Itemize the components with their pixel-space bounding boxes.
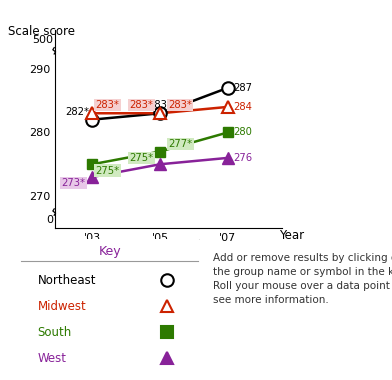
FancyBboxPatch shape	[16, 238, 202, 379]
Text: 283*: 283*	[129, 100, 153, 110]
Text: 283*: 283*	[96, 100, 120, 110]
Text: 283*: 283*	[148, 100, 172, 110]
Text: Northeast: Northeast	[38, 274, 96, 287]
Text: Key: Key	[98, 245, 121, 258]
Text: Add or remove results by clicking on
the group name or symbol in the key.
Roll y: Add or remove results by clicking on the…	[213, 253, 392, 305]
Text: South: South	[38, 326, 72, 339]
Text: West: West	[38, 352, 67, 365]
Text: Scale score: Scale score	[8, 25, 75, 38]
Text: 283*: 283*	[168, 100, 192, 110]
Text: 275*: 275*	[129, 153, 154, 163]
Text: 500: 500	[32, 35, 53, 45]
Text: Midwest: Midwest	[38, 300, 86, 313]
Text: 276: 276	[233, 153, 252, 163]
Text: 284: 284	[233, 102, 252, 112]
Text: 273*: 273*	[62, 178, 86, 188]
Text: 287: 287	[233, 83, 252, 93]
Text: 282*: 282*	[65, 107, 89, 117]
Text: 280: 280	[233, 127, 252, 138]
Text: 277*: 277*	[168, 139, 192, 149]
Text: 275*: 275*	[96, 166, 120, 176]
Text: 0: 0	[46, 215, 53, 225]
Text: Year: Year	[279, 229, 304, 242]
